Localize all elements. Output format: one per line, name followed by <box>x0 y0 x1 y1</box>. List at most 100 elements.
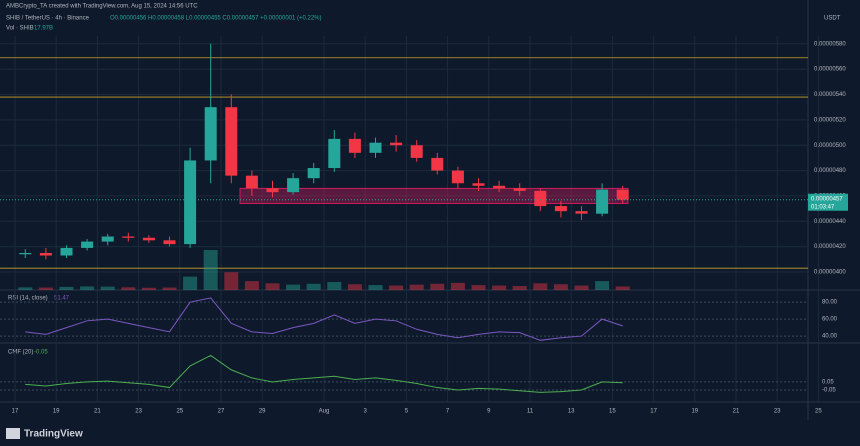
candle-body <box>410 145 423 158</box>
candle-body <box>534 190 547 207</box>
last-price: 0.00000457 <box>811 196 843 202</box>
volume-bar <box>183 276 198 290</box>
candle-body <box>493 185 506 189</box>
volume-bar <box>224 272 239 290</box>
ohlc: O0.00000456 H0.00000458 L0.00000455 C0.0… <box>110 16 322 22</box>
brand-logo <box>6 428 20 439</box>
candle-body <box>596 189 609 214</box>
y-tick-label: 80.00 <box>822 300 838 306</box>
volume-bar <box>203 250 218 290</box>
volume-bar <box>492 285 507 290</box>
candle-body <box>472 183 485 186</box>
candle-body <box>60 247 73 256</box>
x-tick-label: 27 <box>218 409 225 415</box>
rsi-reading: 51.47 <box>54 296 70 302</box>
x-tick-label: 9 <box>487 409 491 415</box>
candle-body <box>431 157 444 171</box>
candle-body <box>348 138 361 153</box>
volume-bar <box>80 286 95 290</box>
x-tick-label: 11 <box>527 409 534 415</box>
volume-bar <box>347 284 362 290</box>
x-tick-label: 5 <box>405 409 409 415</box>
candle-body <box>142 237 155 241</box>
volume-bar <box>244 281 259 290</box>
y-tick-label: 0.00000500 <box>814 143 846 149</box>
x-tick-label: 15 <box>609 409 616 415</box>
y-tick-label: 0.05 <box>822 380 834 386</box>
volume-value: 17.97B <box>34 26 53 32</box>
x-tick-label: 17 <box>12 409 19 415</box>
volume-bar <box>368 285 383 290</box>
candle-body <box>554 206 567 212</box>
volume-bar <box>450 282 465 290</box>
x-tick-label: 19 <box>53 409 60 415</box>
y-tick-label: 60.00 <box>822 317 838 323</box>
x-tick-label: 25 <box>176 409 183 415</box>
candle-body <box>328 138 341 169</box>
y-tick-label: 0.00000400 <box>814 270 846 276</box>
x-tick-label: 13 <box>568 409 575 415</box>
candle-body <box>266 188 279 193</box>
volume-label: Vol · SHIB <box>6 26 34 32</box>
volume-bar <box>574 285 589 290</box>
x-tick-label: 19 <box>691 409 698 415</box>
volume-bar <box>327 282 342 290</box>
volume-bar <box>615 286 630 290</box>
volume-bar <box>59 286 74 290</box>
candle-body <box>245 175 258 189</box>
y-tick-label: 40.00 <box>822 334 838 340</box>
x-tick-label: 23 <box>135 409 142 415</box>
y-tick-label: -0.05 <box>822 388 836 394</box>
x-tick-label: 29 <box>259 409 266 415</box>
volume-bar <box>595 281 610 290</box>
volume-bar <box>265 283 280 290</box>
volume-bar <box>389 285 404 290</box>
volume-bar <box>38 287 53 290</box>
brand: TradingView <box>24 429 83 440</box>
x-tick-label: Aug <box>319 409 330 415</box>
volume-bar <box>100 286 115 290</box>
x-tick-label: 7 <box>446 409 450 415</box>
x-tick-label: 21 <box>733 409 740 415</box>
x-tick-label: 17 <box>650 409 657 415</box>
volume-bar <box>430 283 445 290</box>
cmf-reading: -0.05 <box>34 350 48 356</box>
volume-bar <box>286 284 301 290</box>
candle-body <box>287 178 300 193</box>
candle-body <box>513 188 526 191</box>
volume-bar <box>121 287 136 290</box>
candle-body <box>81 241 94 248</box>
volume-bar <box>306 283 321 290</box>
candle-body <box>122 236 135 238</box>
candle-body <box>204 107 217 161</box>
candle-body <box>225 107 238 176</box>
y-tick-label: 0.00000480 <box>814 168 846 174</box>
volume-bar <box>471 285 486 290</box>
volume-bar <box>409 284 424 290</box>
volume-bar <box>141 287 156 290</box>
candle-body <box>390 142 403 146</box>
candle-body <box>451 170 464 184</box>
candle-body <box>163 240 176 245</box>
y-tick-label: 0.00000580 <box>814 41 846 47</box>
rsi-label: RSI (14, close) <box>8 296 48 302</box>
cmf-line <box>25 354 623 393</box>
y-tick-label: 0.00000420 <box>814 244 846 250</box>
volume-bar <box>533 283 548 290</box>
x-tick-label: 25 <box>815 409 822 415</box>
candle-body <box>19 252 32 255</box>
volume-bar <box>553 284 568 290</box>
cmf-label: CMF (20) <box>8 350 33 356</box>
x-tick-label: 3 <box>364 409 368 415</box>
candle-body <box>184 160 197 245</box>
volume-bar <box>162 287 177 290</box>
x-tick-label: 23 <box>774 409 781 415</box>
y-tick-label: 0.00000440 <box>814 219 846 225</box>
volume-bar <box>512 286 527 290</box>
candle-body <box>575 211 588 214</box>
currency: USDT <box>824 16 841 22</box>
rsi-line <box>25 297 623 341</box>
header: AMBCrypto_TA created with TradingView.co… <box>6 4 198 10</box>
